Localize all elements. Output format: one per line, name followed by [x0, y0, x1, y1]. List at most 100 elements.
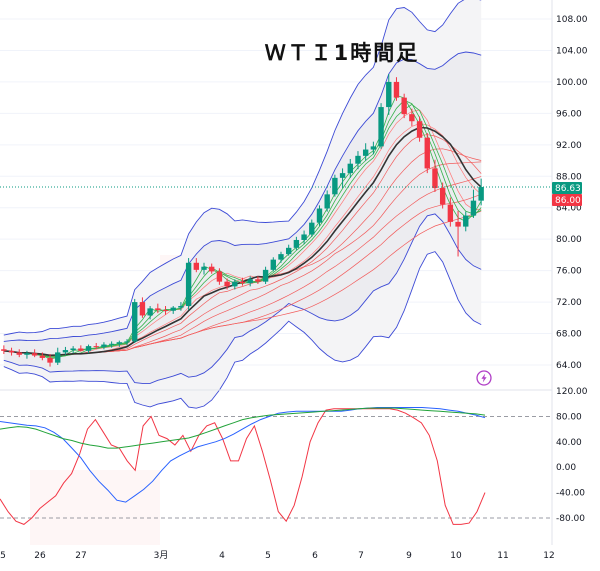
oscillator-axis[interactable]: 120.00 80.00 40.00 0.00 -40.00 -80.00: [556, 387, 588, 524]
candle-body: [285, 247, 292, 255]
price-pane: [0, 0, 552, 409]
candle-body: [155, 308, 161, 310]
oscillator-tick-label: 0.00: [556, 463, 576, 473]
y-tick-label: 80.00: [556, 235, 582, 245]
oscillator-tick-label: 80.00: [556, 412, 582, 422]
candle-body: [132, 302, 138, 342]
candle-body: [270, 259, 276, 270]
candle-body: [386, 81, 392, 108]
candle-body: [116, 342, 123, 344]
candle-body: [316, 208, 323, 223]
band-fill: [3, 52, 482, 384]
candle-body: [401, 97, 407, 115]
candle-body: [162, 309, 169, 311]
candle-body: [332, 177, 338, 195]
oscillator-tick-label: -40.00: [556, 489, 585, 499]
y-tick-label: 96.00: [556, 109, 582, 119]
x-tick-label: 3月: [154, 550, 169, 561]
candle-body: [232, 281, 238, 287]
candle-body: [1, 349, 7, 351]
candle-body: [201, 266, 207, 270]
candle-body: [55, 352, 61, 363]
price-tag: [552, 194, 582, 206]
candle-body: [324, 194, 330, 209]
candle-body: [185, 262, 192, 307]
oscillator-pane: [0, 407, 552, 545]
y-tick-label: 68.00: [556, 330, 582, 340]
candle-body: [47, 357, 53, 363]
candle-body: [339, 173, 346, 178]
candle-body: [224, 281, 230, 287]
x-tick-label: 4: [219, 551, 225, 561]
oscillator-line: [0, 408, 486, 525]
candle-body: [31, 353, 38, 356]
oscillator-line: [0, 407, 486, 449]
band-line: [3, 213, 482, 384]
candle-body: [85, 346, 92, 351]
candle-body: [24, 353, 30, 355]
candle-body: [239, 281, 246, 284]
y-tick-label: 64.00: [556, 361, 582, 371]
candle-body: [247, 279, 253, 284]
candle-body: [378, 107, 384, 147]
candle-body: [170, 307, 176, 311]
oscillator-tick-label: 120.00: [556, 387, 588, 397]
chart-title: ＷＴＩ1時間足: [265, 41, 420, 65]
y-tick-label: 88.00: [556, 172, 582, 182]
band-line: [3, 251, 482, 409]
candle-body: [147, 308, 153, 316]
candle-body: [478, 187, 484, 201]
time-axis[interactable]: 5 26 27 3月 4 5 6 7 9 10 11 12: [0, 550, 555, 561]
oscillator-tick-label: -80.00: [556, 514, 585, 524]
candle-body: [209, 266, 215, 272]
candle-body: [124, 341, 130, 343]
y-tick-label: 72.00: [556, 298, 582, 308]
candle-body: [409, 114, 415, 122]
candle-body: [424, 137, 430, 169]
y-tick-label: 76.00: [556, 267, 582, 277]
candle-body: [293, 239, 300, 248]
candle-body: [455, 221, 461, 227]
band-line: [3, 51, 482, 342]
candle-body: [470, 200, 477, 216]
candle-body: [16, 352, 22, 355]
candle-body: [193, 262, 200, 270]
x-tick-label: 27: [75, 551, 86, 561]
y-tick-label: 84.00: [556, 204, 582, 214]
oscillator-line: [0, 407, 486, 503]
candle-body: [309, 222, 315, 235]
candle-body: [463, 215, 469, 227]
price-tag-label: 86.63: [555, 184, 581, 194]
band-fill: [3, 0, 482, 409]
candle-body: [62, 350, 69, 353]
candle-body: [70, 348, 76, 351]
lightning-icon[interactable]: [476, 370, 492, 386]
candle-body: [78, 348, 84, 351]
band-line: [3, 0, 482, 336]
candle-body: [439, 188, 446, 205]
candle-body: [370, 146, 377, 150]
candle-body: [101, 344, 107, 347]
candle-body: [216, 271, 223, 282]
highlight-band: [30, 470, 160, 545]
candle-body: [447, 204, 454, 222]
candle-body: [93, 346, 99, 348]
x-tick-label: 12: [543, 551, 554, 561]
candle-body: [255, 279, 261, 282]
candle-body: [278, 254, 284, 260]
candle-body: [262, 269, 269, 282]
x-tick-label: 7: [358, 551, 364, 561]
candle-body: [347, 163, 353, 174]
x-tick-label: 10: [450, 551, 462, 561]
x-tick-label: 26: [34, 551, 46, 561]
x-tick-label: 9: [406, 551, 412, 561]
candle-body: [393, 81, 400, 98]
price-tag-label: 86.00: [555, 196, 581, 206]
candle-body: [8, 350, 15, 353]
candle-body: [355, 155, 361, 164]
x-tick-label: 5: [0, 551, 6, 561]
price-axis[interactable]: 108.00 104.00 100.00 96.00 92.00 88.00 84.00 80…: [556, 15, 588, 371]
price-tag: [552, 182, 582, 194]
candle-body: [301, 234, 307, 240]
